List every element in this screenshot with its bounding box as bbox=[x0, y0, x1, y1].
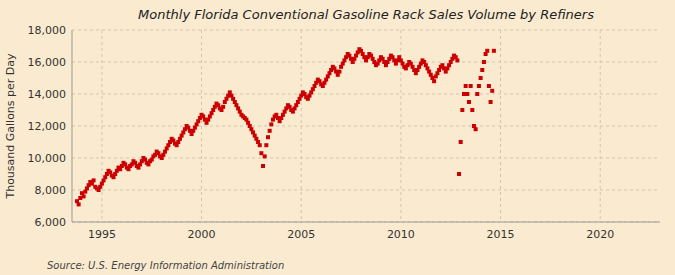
grid-line bbox=[301, 30, 302, 222]
y-tick-label: 16,000 bbox=[28, 56, 67, 69]
point bbox=[263, 154, 267, 158]
grid-line bbox=[72, 222, 660, 223]
point bbox=[457, 172, 461, 176]
point bbox=[92, 178, 96, 182]
y-tick-label: 14,000 bbox=[28, 88, 67, 101]
x-tick-label: 2005 bbox=[287, 228, 315, 241]
y-tick-label: 12,000 bbox=[28, 120, 67, 133]
point bbox=[482, 60, 486, 64]
grid-line bbox=[72, 190, 660, 191]
point bbox=[464, 84, 468, 88]
title: Monthly Florida Conventional Gasoline Ra… bbox=[138, 7, 594, 22]
point bbox=[82, 194, 86, 198]
point bbox=[337, 70, 341, 74]
grid-line bbox=[101, 30, 102, 222]
point bbox=[261, 164, 265, 168]
point bbox=[258, 143, 262, 147]
y-axis-label: Thousand Gallons per Day bbox=[4, 53, 17, 200]
point bbox=[268, 129, 272, 133]
point bbox=[269, 122, 273, 126]
point bbox=[455, 58, 459, 62]
y-tick-label: 6,000 bbox=[35, 216, 67, 229]
source-note: Source: U.S. Energy Information Administ… bbox=[47, 260, 284, 271]
y-axis-line bbox=[72, 30, 73, 222]
axes: 6,000 8,000 10,000 12,000 14,000 16,000 18,000… bbox=[28, 24, 661, 241]
point bbox=[264, 143, 268, 147]
points bbox=[75, 47, 496, 206]
grid-line bbox=[600, 30, 601, 222]
point bbox=[487, 84, 491, 88]
point bbox=[465, 92, 469, 96]
point bbox=[485, 49, 489, 53]
x-tick-label: 2015 bbox=[487, 228, 515, 241]
x-tick-label: 2000 bbox=[188, 228, 216, 241]
point bbox=[489, 100, 493, 104]
x-tick-label: 1995 bbox=[88, 228, 116, 241]
point bbox=[221, 105, 225, 109]
x-tick-label: 2020 bbox=[586, 228, 614, 241]
y-tick-label: 18,000 bbox=[28, 24, 67, 37]
point bbox=[467, 100, 471, 104]
point bbox=[77, 202, 81, 206]
point bbox=[475, 92, 479, 96]
point bbox=[490, 89, 494, 93]
point bbox=[479, 76, 483, 80]
x-tick-label: 2010 bbox=[387, 228, 415, 241]
point bbox=[459, 140, 463, 144]
chart-container: 6,000 8,000 10,000 12,000 14,000 16,000 18,000… bbox=[0, 0, 675, 275]
grid-line bbox=[72, 126, 660, 127]
grid-line bbox=[72, 30, 660, 31]
point bbox=[477, 84, 481, 88]
point bbox=[266, 135, 270, 139]
y-tick-label: 8,000 bbox=[35, 184, 67, 197]
point bbox=[460, 108, 464, 112]
point bbox=[474, 127, 478, 131]
grid-line bbox=[201, 30, 202, 222]
x-axis-line bbox=[72, 222, 660, 223]
grid-line bbox=[72, 94, 660, 95]
y-tick-label: 10,000 bbox=[28, 152, 67, 165]
grid-line bbox=[500, 30, 501, 222]
grid bbox=[72, 30, 660, 222]
point bbox=[492, 49, 496, 53]
point bbox=[469, 84, 473, 88]
point bbox=[432, 79, 436, 83]
chart: 6,000 8,000 10,000 12,000 14,000 16,000 18,000… bbox=[0, 0, 675, 275]
point bbox=[480, 68, 484, 72]
point bbox=[470, 108, 474, 112]
